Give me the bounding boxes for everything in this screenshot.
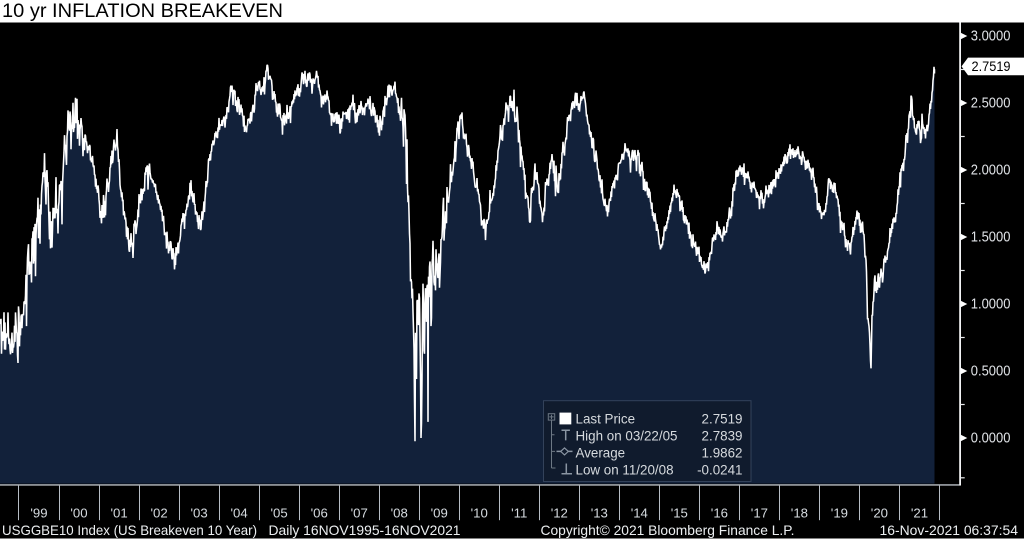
svg-text:'12: '12 xyxy=(551,506,568,521)
svg-text:2.5000: 2.5000 xyxy=(971,96,1011,112)
svg-text:'03: '03 xyxy=(191,506,208,521)
svg-text:'09: '09 xyxy=(431,506,448,521)
svg-text:'10: '10 xyxy=(471,506,488,521)
svg-text:Copyright© 2021 Bloomberg Fina: Copyright© 2021 Bloomberg Finance L.P. xyxy=(541,523,795,538)
svg-text:High on 03/22/05: High on 03/22/05 xyxy=(576,429,678,444)
svg-text:'20: '20 xyxy=(871,506,888,521)
svg-text:'06: '06 xyxy=(311,506,328,521)
svg-text:0.5000: 0.5000 xyxy=(971,364,1011,380)
svg-text:2.7519: 2.7519 xyxy=(972,58,1011,74)
svg-text:2.7839: 2.7839 xyxy=(702,429,743,444)
svg-text:Low on 11/20/08: Low on 11/20/08 xyxy=(576,463,674,478)
svg-text:'08: '08 xyxy=(391,506,408,521)
svg-text:0.0000: 0.0000 xyxy=(971,431,1011,447)
svg-text:2.0000: 2.0000 xyxy=(971,163,1011,179)
svg-text:'17: '17 xyxy=(751,506,768,521)
svg-text:'04: '04 xyxy=(231,506,248,521)
svg-text:1.5000: 1.5000 xyxy=(971,230,1011,246)
svg-text:'14: '14 xyxy=(631,506,648,521)
svg-text:1.9862: 1.9862 xyxy=(702,446,743,461)
svg-text:10 yr INFLATION BREAKEVEN: 10 yr INFLATION BREAKEVEN xyxy=(2,1,283,22)
svg-text:Last Price: Last Price xyxy=(576,412,636,427)
svg-text:Average: Average xyxy=(576,446,626,461)
svg-text:-0.0241: -0.0241 xyxy=(697,463,742,478)
svg-text:'21: '21 xyxy=(911,506,928,521)
svg-text:'07: '07 xyxy=(351,506,368,521)
svg-text:'16: '16 xyxy=(711,506,728,521)
svg-text:Daily 16NOV1995-16NOV2021: Daily 16NOV1995-16NOV2021 xyxy=(269,523,461,538)
svg-text:'99: '99 xyxy=(30,506,47,521)
svg-text:'00: '00 xyxy=(70,506,87,521)
svg-text:'19: '19 xyxy=(831,506,848,521)
svg-text:'18: '18 xyxy=(791,506,808,521)
svg-text:3.0000: 3.0000 xyxy=(971,29,1011,45)
svg-text:'15: '15 xyxy=(671,506,688,521)
svg-text:'05: '05 xyxy=(271,506,288,521)
svg-text:'01: '01 xyxy=(111,506,128,521)
svg-text:'02: '02 xyxy=(151,506,168,521)
svg-text:2.7519: 2.7519 xyxy=(702,412,743,427)
svg-text:'13: '13 xyxy=(591,506,608,521)
svg-text:16-Nov-2021 06:37:54: 16-Nov-2021 06:37:54 xyxy=(880,523,1019,538)
svg-text:'11: '11 xyxy=(511,506,527,521)
svg-text:USGGBE10 Index (US Breakeven 1: USGGBE10 Index (US Breakeven 10 Year) xyxy=(2,523,257,538)
svg-text:1.0000: 1.0000 xyxy=(971,297,1011,313)
